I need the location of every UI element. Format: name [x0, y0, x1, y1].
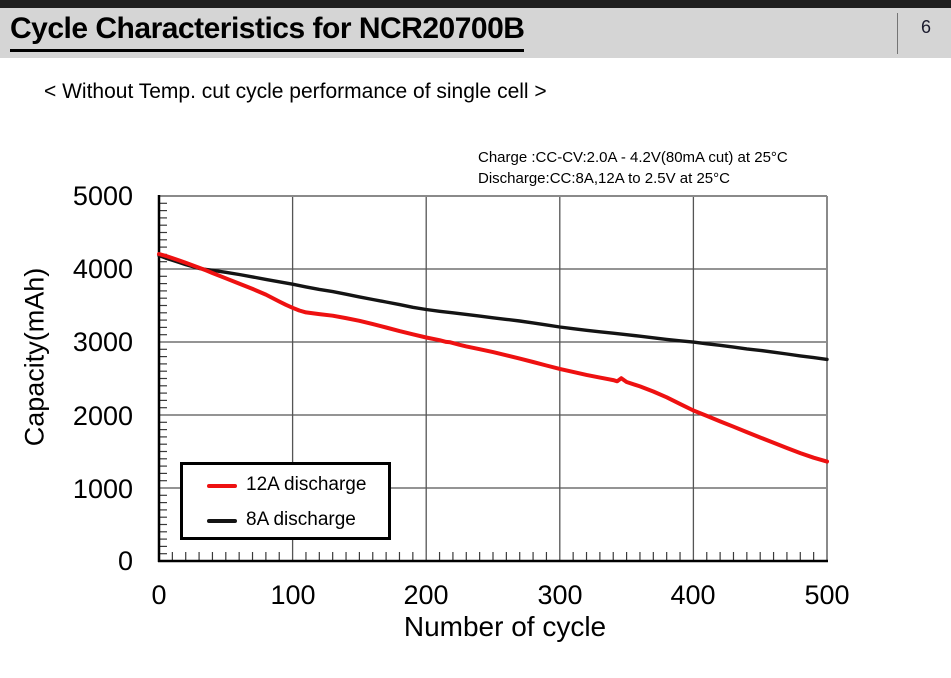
y-tick-label: 4000 — [72, 254, 133, 284]
legend-label: 12A discharge — [246, 474, 367, 495]
header-bar: Cycle Characteristics for NCR20700B 6 — [0, 8, 951, 58]
top-strip — [0, 0, 951, 8]
x-tick-label: 500 — [804, 580, 850, 610]
y-tick-label: 1000 — [72, 474, 133, 504]
chart-subtitle: < Without Temp. cut cycle performance of… — [44, 80, 547, 103]
series-8a-discharge — [157, 253, 829, 362]
x-tick-label: 400 — [670, 580, 716, 610]
y-tick-label: 3000 — [72, 327, 133, 357]
header-divider — [897, 13, 898, 54]
y-tick-label: 5000 — [72, 181, 133, 211]
annotation-line-discharge: Discharge:CC:8A,12A to 2.5V at 25°C — [478, 170, 730, 187]
x-tick-label: 0 — [151, 580, 167, 610]
y-tick-label: 0 — [117, 546, 133, 576]
x-tick-label: 300 — [537, 580, 583, 610]
legend-item-8a-discharge: 8A discharge — [183, 506, 388, 536]
series-12a-discharge — [157, 252, 829, 464]
annotation-line-charge: Charge :CC-CV:2.0A - 4.2V(80mA cut) at 2… — [478, 149, 788, 166]
page-title: Cycle Characteristics for NCR20700B — [10, 12, 525, 52]
x-axis-title: Number of cycle — [403, 611, 607, 642]
red-line-swatch — [207, 484, 237, 488]
x-tick-label: 100 — [270, 580, 316, 610]
black-line-swatch — [207, 519, 237, 523]
y-tick-label: 2000 — [72, 401, 133, 431]
test-conditions-annotation: Charge :CC-CV:2.0A - 4.2V(80mA cut) at 2… — [478, 147, 788, 189]
x-tick-label: 200 — [403, 580, 449, 610]
legend: 12A discharge 8A discharge — [180, 462, 391, 540]
page-number: 6 — [920, 17, 931, 37]
legend-label: 8A discharge — [246, 509, 356, 530]
legend-item-12a-discharge: 12A discharge — [183, 471, 388, 501]
y-axis-title: Capacity(mAh) — [19, 267, 50, 447]
